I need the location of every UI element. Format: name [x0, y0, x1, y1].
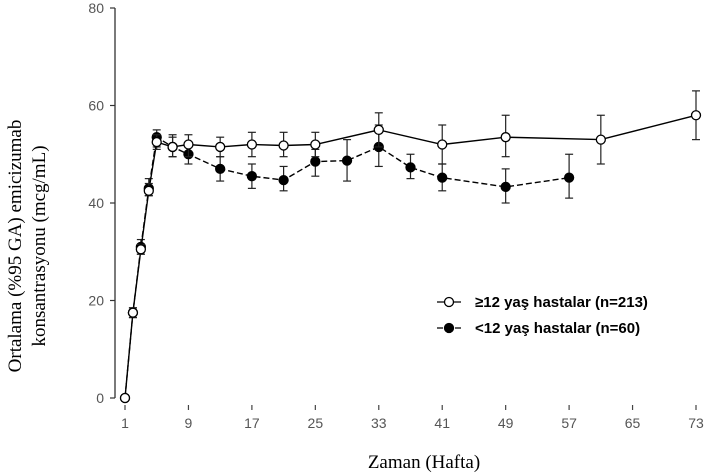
- data-point: [437, 139, 448, 150]
- data-point: [405, 162, 416, 173]
- data-point: [246, 139, 258, 150]
- x-tick-label: 33: [371, 415, 387, 431]
- data-point: [373, 124, 384, 136]
- data-point: [215, 141, 226, 153]
- y-tick-label: 0: [96, 390, 104, 406]
- data-point: [310, 139, 321, 150]
- x-tick-label: 65: [625, 415, 641, 431]
- data-point: [151, 136, 162, 148]
- x-tick-label: 73: [688, 415, 704, 431]
- data-point: [167, 141, 178, 153]
- x-tick-label: 57: [561, 415, 577, 431]
- data-point: [135, 244, 147, 255]
- data-point: [278, 174, 289, 186]
- data-point: [690, 110, 702, 121]
- legend: ≥12 yaş hastalar (n=213) <12 yaş hastala…: [437, 294, 648, 337]
- y-tick-label: 20: [88, 293, 104, 309]
- y-axis-title-line-2: konsantrasyonu (mcg/mL): [29, 145, 50, 346]
- data-point: [119, 392, 131, 404]
- y-tick-label: 80: [88, 0, 104, 16]
- data-point: [127, 307, 139, 318]
- x-tick-label: 25: [308, 415, 324, 431]
- legend-label-ge12: ≥12 yaş hastalar (n=213): [475, 294, 648, 311]
- data-point: [246, 171, 258, 182]
- legend-marker-open-circle: [443, 296, 455, 308]
- y-axis-title: Ortalama (%95 GA) emicizumab konsantrasy…: [5, 120, 50, 373]
- x-tick-label: 49: [498, 415, 514, 431]
- data-point: [310, 156, 321, 167]
- data-point: [183, 139, 194, 150]
- y-tick-label: 40: [88, 195, 104, 211]
- data-point: [595, 134, 606, 145]
- series-layer: [119, 90, 702, 404]
- y-axis-ticks: 0 20 40 60 80: [88, 0, 115, 406]
- legend-item-ge12: ≥12 yaş hastalar (n=213): [437, 294, 648, 311]
- x-tick-label: 1: [121, 415, 129, 431]
- series-line: [124, 114, 697, 399]
- data-point: [437, 172, 448, 183]
- x-tick-label: 41: [434, 415, 450, 431]
- data-point: [563, 172, 575, 183]
- data-point: [341, 155, 353, 166]
- data-point: [215, 163, 226, 175]
- data-point: [143, 185, 154, 196]
- x-axis-title: Zaman (Hafta): [368, 452, 480, 473]
- x-tick-label: 9: [185, 415, 193, 431]
- legend-label-lt12: <12 yaş hastalar (n=60): [475, 320, 640, 337]
- x-axis-ticks: 1 9 17 25 33 41 49 57 65 73: [121, 405, 704, 431]
- y-tick-label: 60: [88, 98, 104, 114]
- data-point: [500, 181, 511, 193]
- plot-area: 0 20 40 60 80 1 9 17 25 33 41 49 57 65 73: [88, 0, 704, 431]
- series-lt12: [119, 124, 575, 404]
- y-axis-title-line-1: Ortalama (%95 GA) emicizumab: [5, 120, 26, 373]
- series-ge12: [119, 90, 702, 404]
- legend-marker-filled-circle: [443, 322, 455, 334]
- legend-item-lt12: <12 yaş hastalar (n=60): [437, 320, 640, 337]
- data-point: [278, 140, 289, 151]
- data-point: [500, 132, 511, 143]
- x-tick-label: 17: [244, 415, 260, 431]
